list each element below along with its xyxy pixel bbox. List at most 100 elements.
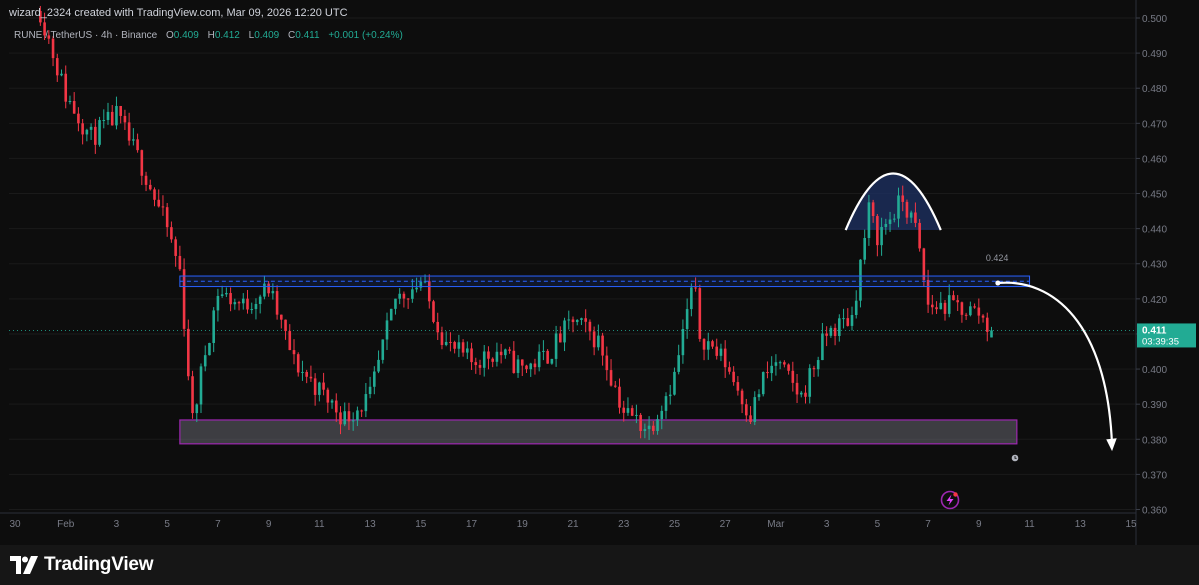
candle[interactable] [774, 354, 778, 376]
candle[interactable] [491, 357, 494, 368]
candle[interactable] [313, 373, 317, 406]
candle[interactable] [626, 397, 630, 416]
candle[interactable] [766, 361, 769, 379]
candle[interactable] [846, 308, 850, 327]
candle[interactable] [592, 326, 596, 356]
candle[interactable] [749, 406, 752, 425]
support-zone[interactable] [179, 419, 1018, 445]
candle[interactable] [351, 412, 355, 431]
candle[interactable] [740, 388, 744, 414]
candle[interactable] [127, 112, 131, 146]
candle[interactable] [812, 365, 816, 378]
candle[interactable] [474, 357, 478, 374]
candle[interactable] [985, 312, 989, 342]
candle[interactable] [719, 343, 723, 362]
candle[interactable] [854, 290, 858, 319]
candle[interactable] [136, 133, 139, 153]
candle[interactable] [411, 278, 414, 303]
candle[interactable] [110, 104, 114, 126]
candle[interactable] [394, 298, 397, 315]
candle[interactable] [55, 53, 59, 82]
candle[interactable] [495, 342, 499, 367]
candle[interactable] [905, 199, 909, 224]
candle[interactable] [339, 406, 342, 435]
candle[interactable] [444, 331, 448, 347]
candle[interactable] [533, 358, 537, 375]
candle[interactable] [732, 366, 735, 386]
candle[interactable] [821, 322, 824, 361]
candle[interactable] [567, 310, 571, 330]
candle[interactable] [246, 289, 249, 314]
candle[interactable] [804, 385, 807, 404]
candle[interactable] [584, 309, 587, 333]
candle[interactable] [550, 358, 554, 365]
candle[interactable] [427, 274, 431, 309]
candle[interactable] [343, 402, 347, 427]
candle[interactable] [694, 277, 697, 292]
candle[interactable] [973, 303, 976, 309]
candle[interactable] [457, 334, 461, 358]
candle[interactable] [542, 340, 545, 361]
candle[interactable] [702, 338, 706, 361]
candle[interactable] [187, 319, 190, 381]
candle[interactable] [419, 277, 423, 291]
candle[interactable] [563, 317, 566, 352]
candle[interactable] [554, 325, 558, 367]
candle[interactable] [605, 346, 609, 381]
candle[interactable] [406, 298, 410, 309]
candle[interactable] [165, 203, 169, 237]
candle[interactable] [876, 214, 879, 257]
candle[interactable] [647, 416, 651, 440]
candle[interactable] [292, 339, 296, 365]
candle[interactable] [39, 5, 42, 26]
candle[interactable] [389, 308, 393, 321]
candle[interactable] [799, 390, 803, 398]
candle[interactable] [842, 308, 845, 329]
candle[interactable] [588, 319, 592, 341]
candle[interactable] [64, 65, 68, 109]
candle[interactable] [381, 339, 385, 364]
candle[interactable] [681, 319, 685, 364]
candle[interactable] [977, 298, 981, 324]
candle[interactable] [250, 302, 254, 314]
candle[interactable] [106, 102, 110, 125]
candle[interactable] [685, 298, 689, 339]
candle[interactable] [981, 314, 985, 323]
candle[interactable] [850, 306, 854, 331]
candle[interactable] [931, 294, 934, 315]
price-axis[interactable] [1136, 0, 1199, 545]
candle[interactable] [723, 340, 727, 378]
candle[interactable] [174, 236, 177, 267]
candle[interactable] [72, 92, 76, 114]
candle[interactable] [639, 413, 642, 439]
candle[interactable] [267, 280, 270, 297]
chart-area[interactable]: 0.424 0.500 0.490 0.480 0.470 0.460 0.450 0.44… [0, 0, 1199, 545]
candle[interactable] [757, 389, 761, 401]
candle[interactable] [838, 314, 841, 342]
candle[interactable] [656, 414, 659, 435]
candle[interactable] [157, 189, 161, 208]
candle[interactable] [525, 364, 528, 374]
candle[interactable] [571, 316, 575, 333]
candle[interactable] [745, 398, 748, 422]
candle[interactable] [402, 291, 406, 308]
candle[interactable] [909, 210, 913, 223]
candle[interactable] [385, 312, 389, 350]
candle[interactable] [237, 300, 241, 311]
candle[interactable] [178, 245, 182, 271]
candle[interactable] [275, 285, 279, 320]
candle[interactable] [233, 298, 237, 310]
candle[interactable] [901, 185, 905, 212]
candle[interactable] [466, 341, 469, 360]
candle[interactable] [867, 194, 871, 246]
candle[interactable] [622, 400, 626, 422]
candle[interactable] [990, 326, 993, 338]
candle[interactable] [440, 326, 444, 350]
candle[interactable] [140, 149, 144, 186]
candle[interactable] [360, 409, 363, 418]
candle[interactable] [601, 332, 604, 366]
lightning-icon[interactable] [940, 490, 960, 510]
candle[interactable] [326, 387, 330, 413]
candle[interactable] [94, 118, 97, 154]
candle[interactable] [736, 376, 740, 396]
